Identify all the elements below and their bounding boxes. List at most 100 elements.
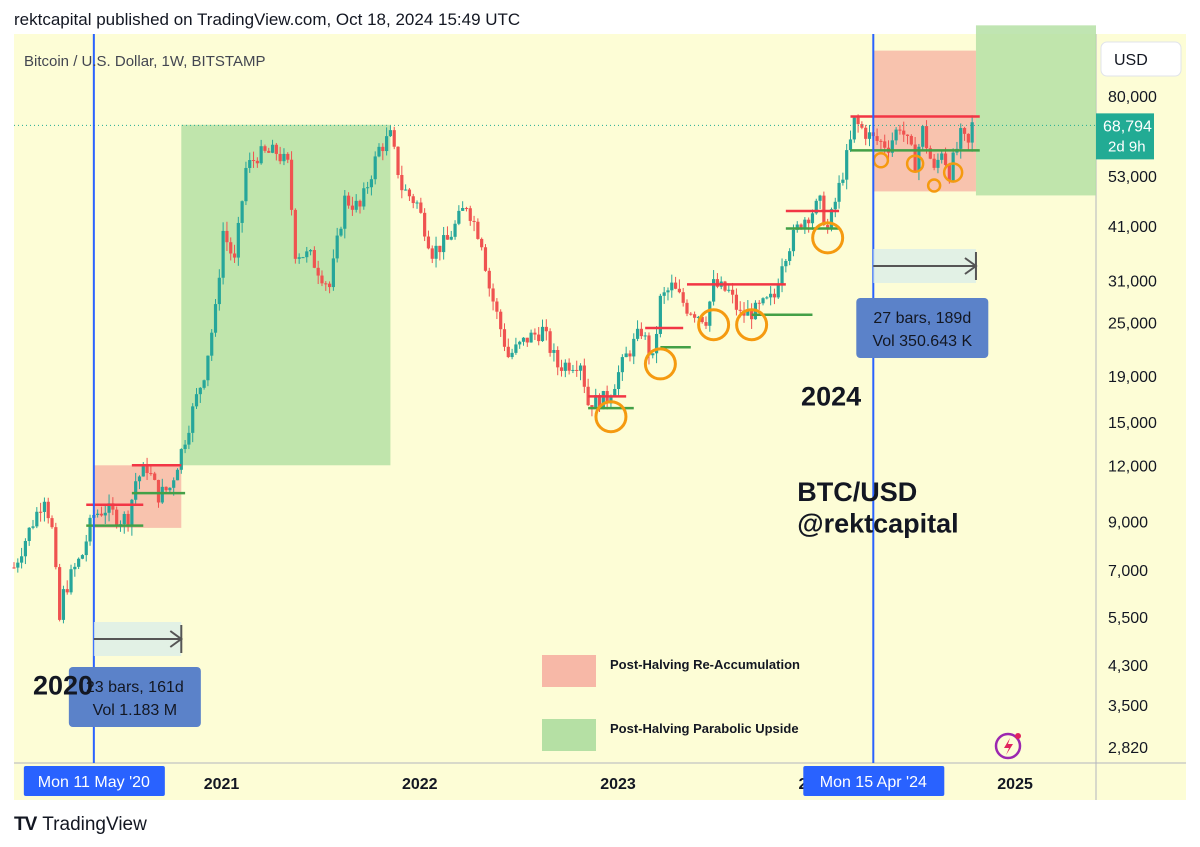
- candle-body: [715, 279, 720, 287]
- candle-body: [506, 346, 510, 358]
- candle-body: [814, 200, 818, 214]
- candle-body: [324, 283, 328, 285]
- candle-body: [559, 367, 564, 371]
- candle-body: [160, 486, 164, 503]
- candle-body: [449, 236, 453, 240]
- candle-body: [251, 160, 256, 162]
- candle-body: [673, 282, 678, 289]
- candle-body: [510, 352, 514, 358]
- candle-body: [69, 569, 73, 593]
- candle-body: [727, 289, 731, 291]
- annotation-text-3: @rektcapital: [797, 508, 958, 538]
- candle-body: [54, 527, 58, 568]
- last-price-tag: [1096, 113, 1154, 160]
- candle-body: [350, 205, 354, 210]
- candle-body: [943, 153, 948, 165]
- footer-brand: TradingView: [42, 814, 147, 835]
- price-chart[interactable]: 23 bars, 161d Vol 1.183 M 27 bars, 189d Vol…: [0, 0, 1200, 805]
- candle-body: [312, 250, 316, 268]
- candle-body: [217, 277, 221, 305]
- candle-body: [270, 144, 275, 153]
- candle-body: [187, 432, 191, 445]
- candle-body: [339, 228, 343, 236]
- candle-body: [438, 245, 442, 253]
- candle-body: [103, 512, 107, 516]
- candle-body: [225, 230, 229, 243]
- candle-body: [609, 396, 613, 404]
- candle-body: [404, 189, 408, 191]
- candle-body: [293, 209, 297, 259]
- candle-body: [20, 556, 24, 563]
- time-axis-background: [14, 763, 1186, 800]
- candle-body: [77, 558, 81, 567]
- candle-body: [396, 146, 400, 176]
- flash-bolt-icon: [1004, 738, 1013, 755]
- candle-body: [601, 391, 605, 410]
- countdown-label: 2d 9h: [1108, 138, 1146, 155]
- retest-circle-6: [905, 154, 925, 173]
- candle-body: [430, 248, 434, 259]
- candle-body: [620, 357, 624, 373]
- candle-body: [65, 589, 69, 593]
- candle-body: [308, 250, 313, 252]
- candle-body: [278, 153, 282, 162]
- candle-body: [297, 257, 301, 259]
- candle-body: [168, 487, 172, 491]
- candle-body: [628, 353, 632, 357]
- halving-date-label: Mon 15 Apr '24: [820, 774, 927, 791]
- candle-body: [423, 212, 427, 237]
- candle-body: [289, 159, 294, 210]
- candle-body: [924, 126, 929, 149]
- candle-body: [377, 146, 381, 157]
- candle-body: [951, 152, 955, 181]
- candle-body: [635, 328, 640, 339]
- candle-body: [483, 247, 488, 271]
- candle-body: [194, 394, 199, 407]
- x-tick-label: 2023: [600, 776, 636, 793]
- candle-body: [419, 202, 423, 213]
- candle-body: [381, 146, 385, 152]
- last-price-label: 68,794: [1103, 118, 1152, 135]
- x-tick-label: 2022: [402, 776, 438, 793]
- x-tick-label: 2021: [204, 776, 240, 793]
- candle-body: [597, 395, 602, 410]
- candle-body: [385, 136, 389, 152]
- candle-body: [137, 476, 142, 482]
- y-tick-label: 5,500: [1108, 610, 1148, 627]
- flash-icon: [994, 732, 1022, 760]
- candle-body: [426, 236, 431, 249]
- y-tick-label: 80,000: [1108, 89, 1157, 106]
- candle-body: [731, 289, 735, 295]
- y-tick-label: 41,000: [1108, 219, 1157, 236]
- candle-body: [73, 566, 77, 570]
- candle-body: [156, 479, 161, 503]
- candle-body: [16, 562, 20, 568]
- candle-body: [286, 153, 290, 160]
- candle-body: [259, 146, 263, 164]
- candle-body: [229, 242, 233, 254]
- candle-body: [670, 282, 674, 291]
- candle-body: [149, 473, 153, 475]
- currency-button[interactable]: [1100, 41, 1182, 77]
- candle-body: [651, 353, 655, 356]
- annotation-text-0: 2020: [33, 670, 93, 700]
- candle-body: [685, 302, 689, 314]
- candle-body: [172, 480, 176, 488]
- candle-body: [556, 349, 560, 368]
- candle-body: [61, 589, 66, 620]
- candle-body: [864, 127, 868, 139]
- candle-body: [305, 251, 309, 258]
- candle-body: [407, 189, 412, 197]
- candle-body: [681, 292, 685, 303]
- candle-body: [791, 229, 796, 252]
- candle-body: [107, 503, 111, 513]
- candle-body: [301, 257, 305, 259]
- retest-circle-4: [811, 221, 845, 255]
- zone-reaccumulation-2: [873, 50, 976, 192]
- flash-dot-icon: [1015, 733, 1021, 739]
- candle-body: [841, 179, 845, 183]
- candle-body: [502, 329, 507, 347]
- candle-body: [700, 316, 704, 323]
- candle-body: [662, 292, 666, 296]
- candle-body: [712, 279, 716, 302]
